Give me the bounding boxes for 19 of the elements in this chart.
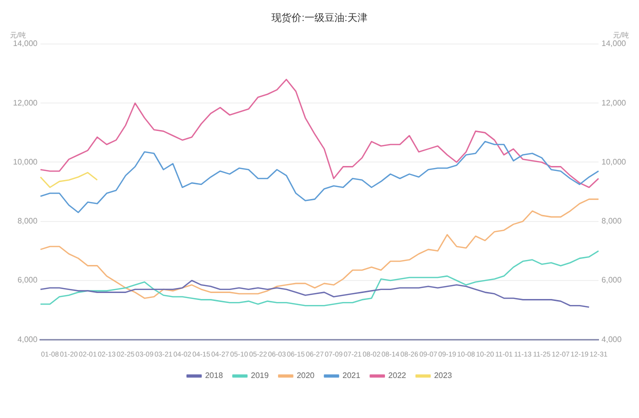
legend-label: 2018 bbox=[205, 371, 224, 380]
chart-title: 现货价:一级豆油:天津 bbox=[272, 12, 368, 24]
y2-tick-label: 12,000 bbox=[602, 98, 627, 108]
y-tick-label: 8,000 bbox=[17, 216, 38, 226]
legend-label: 2019 bbox=[250, 371, 270, 380]
y2-tick-label: 14,000 bbox=[602, 39, 627, 48]
y2-tick-label: 4,000 bbox=[602, 334, 622, 344]
legend-label: 2022 bbox=[388, 371, 407, 380]
y2-tick-label: 10,000 bbox=[602, 157, 627, 166]
y-tick-label: 10,000 bbox=[13, 157, 38, 166]
y2-tick-label: 6,000 bbox=[602, 276, 622, 285]
legend-label: 2021 bbox=[342, 371, 361, 380]
legend-label: 2023 bbox=[434, 371, 452, 380]
y-tick-label: 6,000 bbox=[17, 276, 38, 285]
y-tick-label: 12,000 bbox=[13, 98, 38, 108]
y-tick-label: 14,000 bbox=[13, 39, 38, 48]
y-tick-label: 4,000 bbox=[17, 334, 38, 344]
y2-tick-label: 8,000 bbox=[602, 216, 622, 226]
legend-label: 2020 bbox=[296, 371, 316, 380]
